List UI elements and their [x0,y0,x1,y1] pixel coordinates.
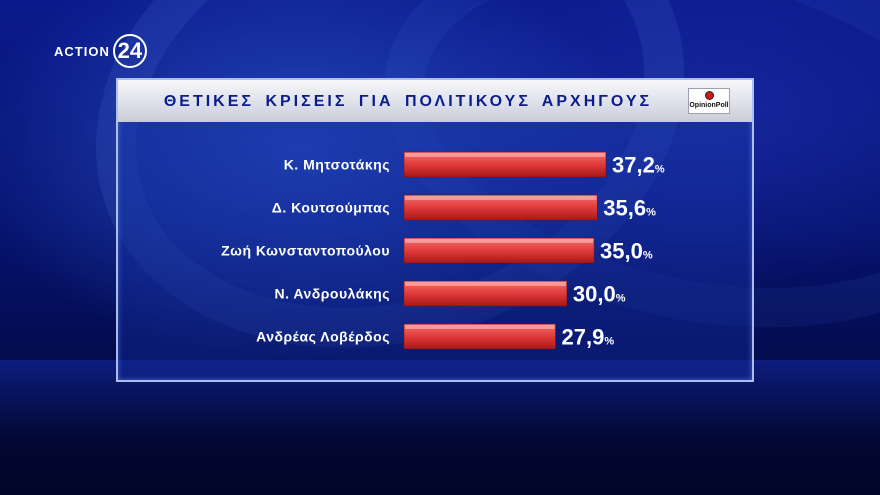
category-label: Κ. Μητσοτάκης [284,157,390,173]
category-label: Ανδρέας Λοβέρδος [256,329,390,345]
poll-logo-icon [705,91,714,100]
logo-number: 24 [112,34,147,68]
value-unit: % [646,207,656,219]
bar [403,151,607,178]
opinion-poll-logo: OpinionPoll [688,88,730,114]
category-label: Ν. Ανδρουλάκης [275,286,390,302]
value-unit: % [616,293,626,305]
value-label: 27,9% [562,325,615,350]
value-unit: % [604,336,614,348]
floor-reflection [0,360,880,495]
bar [403,280,568,307]
category-label: Ζωή Κωνσταντοπούλου [221,243,390,259]
channel-logo: ACTION 24 [54,34,147,68]
value-unit: % [643,250,653,262]
bar-highlight [405,153,605,157]
value-label: 37,2% [612,153,665,178]
chart-title: ΘΕΤΙΚΕΣ ΚΡΙΣΕΙΣ ΓΙΑ ΠΟΛΙΤΙΚΟΥΣ ΑΡΧΗΓΟΥΣ [163,93,653,110]
value-label: 35,6% [603,196,656,221]
value-unit: % [655,164,665,176]
bar [403,323,556,350]
bar-highlight [405,196,597,200]
bar-highlight [405,325,555,329]
poll-logo-text: OpinionPoll [689,102,729,109]
bar [403,194,598,221]
bar-highlight [405,282,566,286]
chart-header: ΘΕΤΙΚΕΣ ΚΡΙΣΕΙΣ ΓΙΑ ΠΟΛΙΤΙΚΟΥΣ ΑΡΧΗΓΟΥΣ … [118,80,752,122]
value-label: 30,0% [573,282,626,307]
value-label: 35,0% [600,239,653,264]
bar [403,237,595,264]
bar-chart: Κ. Μητσοτάκης 37,2% Δ. Κουτσούμπας 35,6% Ζωή… [221,151,665,350]
logo-brand: ACTION [54,43,110,59]
category-label: Δ. Κουτσούμπας [272,200,390,216]
chart-panel: ΘΕΤΙΚΕΣ ΚΡΙΣΕΙΣ ΓΙΑ ΠΟΛΙΤΙΚΟΥΣ ΑΡΧΗΓΟΥΣ … [116,78,754,382]
bar-highlight [405,239,594,243]
